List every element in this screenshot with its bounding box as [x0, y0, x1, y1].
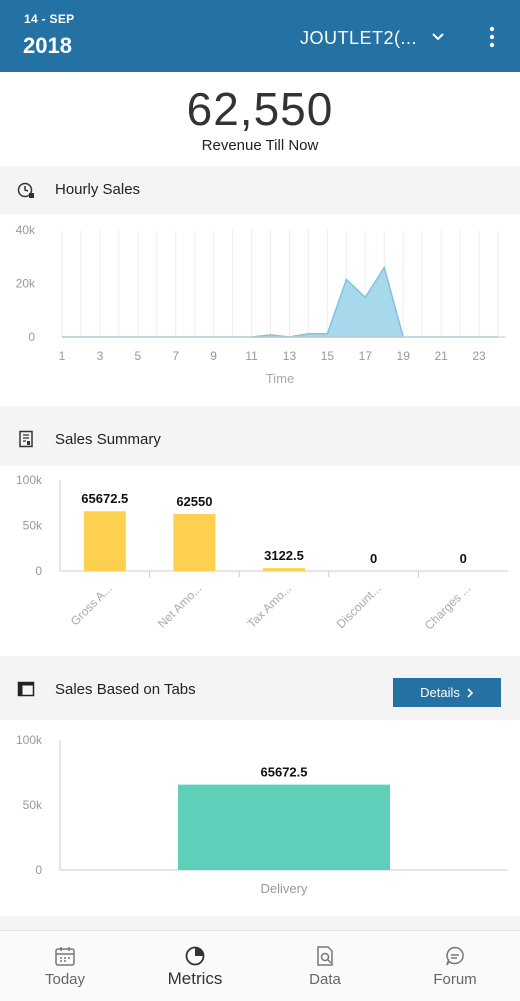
date-year[interactable]: 2018	[23, 33, 72, 58]
x-tick-label: 11	[245, 349, 258, 363]
revenue-label: Revenue Till Now	[201, 137, 319, 154]
x-tick-label: Gross A...	[68, 581, 115, 628]
x-tick-label: Charges ...	[422, 581, 473, 632]
nav-forum-label: Forum	[433, 971, 477, 988]
nav-today-label: Today	[44, 971, 86, 988]
nav-metrics-label: Metrics	[167, 969, 223, 988]
summary-data-label: 0	[370, 551, 377, 566]
hourly-sales-area	[62, 265, 498, 338]
window-icon	[17, 681, 35, 697]
summary-data-label: 3122.5	[264, 548, 304, 563]
y-tick-label: 40k	[16, 223, 36, 237]
outlet-selector[interactable]: JOUTLET2(...	[300, 28, 418, 48]
nav-metrics[interactable]: Metrics	[130, 931, 260, 1001]
nav-data-label: Data	[309, 971, 341, 988]
revenue-value: 62,550	[186, 83, 334, 135]
hourly-sales-header: Hourly Sales	[0, 166, 520, 214]
summary-data-label: 62550	[176, 494, 212, 509]
nav-data[interactable]: Data	[260, 931, 390, 1001]
x-tick-label: 19	[397, 349, 411, 363]
nav-forum[interactable]: Forum	[390, 931, 520, 1001]
sales-tabs-title: Sales Based on Tabs	[55, 681, 196, 698]
bottom-nav: Today Metrics Data Forum	[0, 930, 520, 1001]
sales-summary-title: Sales Summary	[55, 431, 161, 448]
pie-chart-icon	[185, 946, 205, 966]
x-axis-label: Time	[266, 371, 294, 386]
clock-icon	[17, 182, 34, 198]
x-tick-label: 5	[134, 349, 141, 363]
x-tick-label: 15	[321, 349, 335, 363]
x-tick-label: Tax Amo...	[245, 581, 295, 631]
x-tick-label: 17	[359, 349, 373, 363]
x-tick-label: 3	[97, 349, 104, 363]
nav-today[interactable]: Today	[0, 931, 130, 1001]
hourly-sales-title: Hourly Sales	[55, 181, 141, 198]
tabs-data-label: 65672.5	[261, 765, 308, 780]
sales-summary-chart: 100k 50k 0 65672.5 Gross A... 62550 Net Amo...…	[16, 473, 508, 633]
summary-data-label: 0	[460, 551, 467, 566]
sales-summary-header: Sales Summary	[0, 406, 520, 466]
y-tick-label: 50k	[23, 519, 43, 533]
y-tick-label: 0	[35, 564, 42, 578]
y-tick-label: 50k	[23, 798, 43, 812]
y-tick-label: 0	[35, 863, 42, 877]
x-tick-label: 13	[283, 349, 297, 363]
sales-tabs-chart: 100k 50k 0 65672.5 Delivery	[16, 733, 508, 896]
summary-bar	[263, 568, 305, 571]
details-button[interactable]: Details	[393, 678, 501, 707]
document-search-icon	[317, 946, 333, 966]
calendar-icon	[55, 947, 75, 966]
tabs-bar	[178, 784, 390, 870]
section-divider	[0, 916, 520, 932]
details-label: Details	[420, 685, 460, 700]
summary-bar	[173, 514, 216, 571]
y-tick-label: 100k	[16, 473, 43, 487]
x-tick-label: 21	[434, 349, 448, 363]
x-tick-label: 23	[472, 349, 486, 363]
x-tick-label: Discount...	[334, 581, 384, 631]
app-header: 14 - SEP 2018 JOUTLET2(...	[0, 0, 520, 72]
x-tick-label: 1	[59, 349, 66, 363]
more-vert-icon[interactable]	[484, 26, 500, 48]
x-tick-label: Delivery	[261, 881, 308, 896]
x-tick-label: Net Amo...	[155, 581, 205, 631]
y-tick-label: 100k	[16, 733, 43, 747]
x-tick-label: 7	[172, 349, 179, 363]
chat-icon	[446, 946, 464, 966]
summary-data-label: 65672.5	[81, 491, 128, 506]
chevron-right-icon	[467, 687, 474, 698]
summary-bar	[83, 511, 126, 571]
receipt-icon	[19, 430, 33, 448]
x-tick-label: 9	[210, 349, 217, 363]
y-tick-label: 20k	[16, 277, 36, 291]
chevron-down-icon[interactable]	[430, 29, 446, 45]
date-day[interactable]: 14 - SEP	[24, 12, 75, 26]
y-tick-label: 0	[28, 330, 35, 344]
